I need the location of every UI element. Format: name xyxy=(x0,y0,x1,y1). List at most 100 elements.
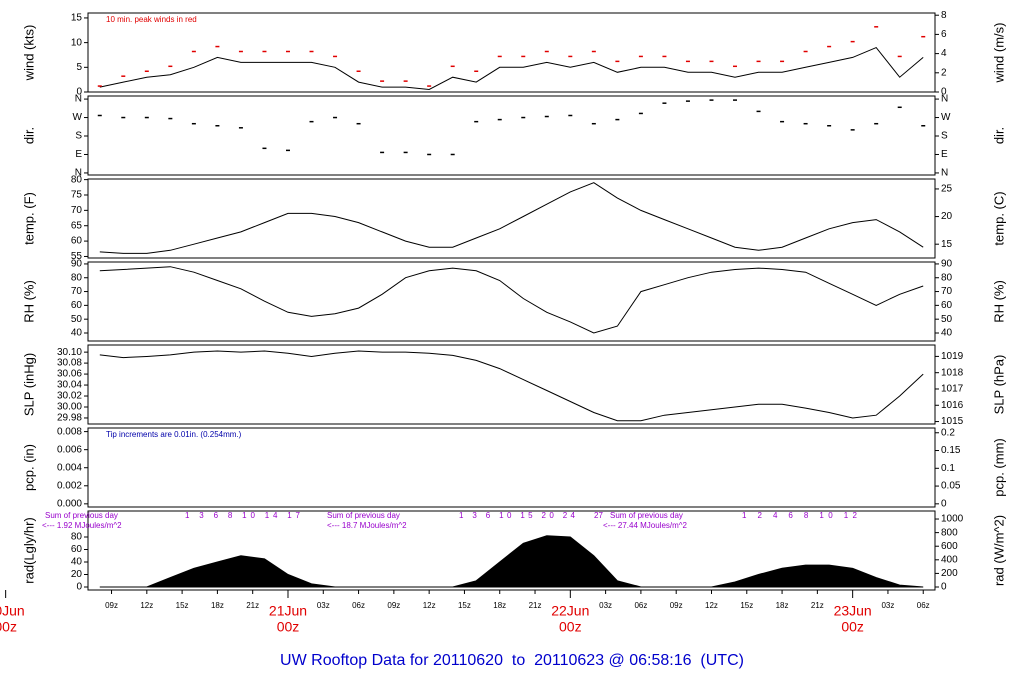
y2-tick-label: 0 xyxy=(941,498,947,509)
y2-axis-label: rad (W/m^2) xyxy=(991,515,1006,586)
series-line xyxy=(99,266,924,334)
y-tick-label: 29.98 xyxy=(57,413,82,424)
x-tick-label: 03z xyxy=(317,601,330,610)
series-line xyxy=(99,350,924,422)
y-tick-label: 10 xyxy=(71,37,83,48)
x-tick-label: 12z xyxy=(140,601,153,610)
panel-frame xyxy=(87,12,936,93)
y2-tick-label: 15 xyxy=(941,239,953,250)
day-date: 21Jun xyxy=(269,603,307,619)
y2-tick-label: 400 xyxy=(941,554,958,565)
y-tick-label: 5 xyxy=(76,62,82,73)
x-tick-label: 09z xyxy=(670,601,683,610)
y-tick-label: 40 xyxy=(71,328,83,339)
y-tick-label: 0 xyxy=(76,87,82,98)
y2-tick-label: 0.05 xyxy=(941,481,961,492)
y2-tick-label: 600 xyxy=(941,541,958,552)
y2-tick-label: 800 xyxy=(941,527,958,538)
radiation-note: Sum of previous day xyxy=(610,511,683,520)
annotation: 10 min. peak winds in red xyxy=(106,15,197,24)
y-axis-label: RH (%) xyxy=(21,280,36,323)
footer-title: UW Rooftop Data for 20110620 to 20110623… xyxy=(280,652,744,669)
y2-tick-label: 0 xyxy=(941,582,947,593)
x-tick-label: 06z xyxy=(352,601,365,610)
panel-frame xyxy=(87,178,936,259)
hour-marks: 1 3 6 10 15 20 24 xyxy=(459,511,576,520)
y2-tick-label: 40 xyxy=(941,328,953,339)
y2-tick-label: S xyxy=(941,131,948,142)
y-tick-label: 60 xyxy=(71,300,83,311)
x-tick-label: 09z xyxy=(387,601,400,610)
day-time: 00z xyxy=(0,619,17,635)
x-tick-label: 21z xyxy=(246,601,259,610)
y-tick-label: 65 xyxy=(71,220,83,231)
radiation-note: <--- 1.92 MJoules/m^2 xyxy=(42,521,122,530)
y2-tick-label: 1019 xyxy=(941,351,964,362)
annotation: Tip increments are 0.01in. (0.254mm.) xyxy=(106,430,242,439)
y-tick-label: N xyxy=(75,168,82,179)
y2-tick-label: 1018 xyxy=(941,367,964,378)
y-tick-label: 30.02 xyxy=(57,391,82,402)
y2-tick-label: E xyxy=(941,149,948,160)
y-tick-label: 70 xyxy=(71,205,83,216)
y2-axis-label: pcp. (mm) xyxy=(991,438,1006,497)
y-axis-label: rad(Lgly/hr) xyxy=(21,517,36,583)
y-axis-label: SLP (inHg) xyxy=(21,353,36,416)
y2-axis-label: SLP (hPa) xyxy=(991,355,1006,415)
day-time: 00z xyxy=(841,619,864,635)
x-tick-label: 09z xyxy=(105,601,118,610)
day-time: 00z xyxy=(559,619,582,635)
y2-tick-label: 1015 xyxy=(941,416,964,427)
x-tick-label: 18z xyxy=(493,601,506,610)
y-tick-label: 30.04 xyxy=(57,380,82,391)
hour-marks: 1 2 4 6 8 10 12 xyxy=(742,511,858,520)
y-tick-label: W xyxy=(73,112,83,123)
y2-tick-label: 70 xyxy=(941,286,953,297)
y-tick-label: 60 xyxy=(71,236,83,247)
x-tick-label: 06z xyxy=(634,601,647,610)
x-tick-label: 21z xyxy=(811,601,824,610)
y2-tick-label: 200 xyxy=(941,568,958,579)
y-tick-label: 60 xyxy=(71,544,83,555)
y2-tick-label: N xyxy=(941,168,948,179)
y-tick-label: 80 xyxy=(71,272,83,283)
radiation-area xyxy=(99,535,924,588)
y-tick-label: 30.08 xyxy=(57,358,82,369)
y-tick-label: 0.002 xyxy=(57,480,82,491)
x-tick-label: 15z xyxy=(176,601,189,610)
y2-axis-label: RH (%) xyxy=(991,280,1006,323)
day-date: 22Jun xyxy=(551,603,589,619)
y-tick-label: 55 xyxy=(71,251,83,262)
y-tick-label: 70 xyxy=(71,286,83,297)
y2-axis-label: wind (m/s) xyxy=(991,23,1006,84)
y-tick-label: 30.10 xyxy=(57,347,82,358)
y-tick-label: 75 xyxy=(71,190,83,201)
day-date: 20Jun xyxy=(0,603,25,619)
radiation-note: Sum of previous day xyxy=(327,511,400,520)
y-tick-label: 0.000 xyxy=(57,498,82,509)
y-tick-label: 0.004 xyxy=(57,462,82,473)
x-tick-label: 21z xyxy=(529,601,542,610)
y2-tick-label: 90 xyxy=(941,259,953,270)
y-axis-label: dir. xyxy=(21,127,36,144)
y2-tick-label: 0.2 xyxy=(941,427,955,438)
y-tick-label: 50 xyxy=(71,314,83,325)
x-tick-label: 12z xyxy=(423,601,436,610)
panel-frame xyxy=(87,344,936,425)
y2-tick-label: 25 xyxy=(941,184,953,195)
y2-tick-label: 20 xyxy=(941,211,953,222)
y2-tick-label: 1000 xyxy=(941,514,964,525)
y-axis-label: wind (kts) xyxy=(21,25,36,82)
y2-tick-label: 0.15 xyxy=(941,445,961,456)
x-tick-label: 15z xyxy=(740,601,753,610)
x-tick-label: 03z xyxy=(881,601,894,610)
y-tick-label: 0.006 xyxy=(57,444,82,455)
y-axis-label: temp. (F) xyxy=(21,192,36,245)
y2-axis-label: temp. (C) xyxy=(991,191,1006,245)
y2-tick-label: 80 xyxy=(941,272,953,283)
panel-frame xyxy=(87,510,936,591)
y-tick-label: 0 xyxy=(76,582,82,593)
y2-tick-label: 2 xyxy=(941,67,947,78)
radiation-note: Sum of previous day xyxy=(45,511,118,520)
